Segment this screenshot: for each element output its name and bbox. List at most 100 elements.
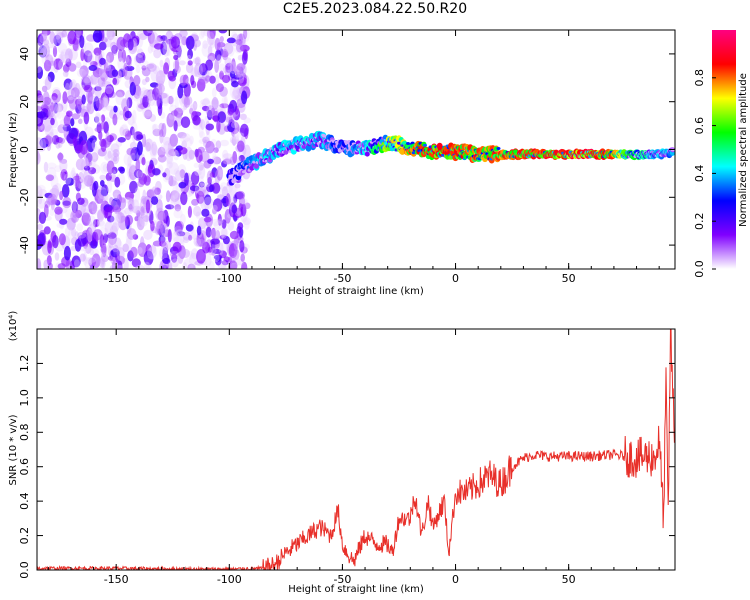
noise-blob (69, 96, 76, 111)
noise-blob (79, 35, 85, 49)
noise-blob (119, 166, 125, 174)
noise-blob (213, 147, 219, 153)
noise-blob (239, 44, 250, 52)
noise-blob (85, 261, 93, 269)
noise-blob (211, 227, 216, 240)
noise-blob (127, 59, 132, 68)
noise-blob (66, 110, 73, 117)
noise-blob (215, 140, 222, 149)
noise-blob (225, 63, 231, 70)
noise-blob (179, 30, 188, 38)
noise-blob (126, 97, 133, 109)
noise-blob (82, 156, 89, 169)
noise-blob (104, 88, 113, 95)
noise-blob (114, 213, 121, 227)
noise-blob (202, 40, 208, 49)
noise-blob (79, 170, 89, 184)
noise-blob (57, 263, 66, 269)
noise-blob (44, 192, 53, 199)
noise-blob (44, 76, 52, 91)
noise-blob (243, 117, 251, 124)
noise-blob (74, 82, 81, 97)
noise-blob (196, 232, 201, 245)
noise-blob (62, 91, 68, 104)
noise-blob (110, 213, 120, 226)
noise-blob (231, 80, 239, 88)
noise-blob (209, 184, 214, 192)
noise-blob (159, 246, 168, 261)
noise-blob (196, 249, 206, 264)
noise-blob (216, 165, 223, 181)
noise-blob (115, 89, 125, 98)
noise-blob (111, 44, 118, 55)
noise-blob (168, 95, 174, 105)
noise-blob (43, 39, 50, 46)
snr-marks (37, 329, 675, 570)
noise-blob (123, 153, 133, 166)
noise-blob (199, 175, 204, 188)
noise-blob (205, 226, 212, 238)
noise-blob (144, 109, 153, 120)
noise-blob (221, 149, 229, 162)
noise-blob (100, 251, 106, 265)
noise-blob (51, 93, 58, 101)
noise-blob (163, 62, 170, 75)
noise-blob (187, 263, 196, 269)
noise-blob (112, 156, 118, 162)
noise-blob (117, 48, 123, 62)
noise-blob (231, 204, 238, 214)
noise-blob (180, 116, 191, 128)
noise-blob (100, 244, 110, 257)
colorbar: 0.0 0.2 0.4 0.6 0.8 Normalized spectral ampl… (693, 30, 749, 278)
noise-blob (205, 140, 215, 154)
noise-blob (123, 197, 133, 204)
noise-blob (222, 158, 232, 165)
noise-blob (124, 110, 132, 119)
x-tick-label: 50 (562, 573, 576, 586)
noise-blob (140, 60, 150, 69)
noise-blob (99, 122, 107, 130)
noise-blob (84, 257, 92, 264)
spectrogram-panel: -150 -100 -50 0 50 -40 -20 0 20 40 Height of stra… (8, 29, 676, 297)
noise-blob (146, 189, 155, 198)
noise-blob (100, 189, 108, 196)
noise-blob (230, 262, 238, 269)
noise-blob (38, 45, 48, 58)
noise-blob (210, 228, 219, 240)
colorbar-gradient (712, 30, 736, 269)
noise-blob (108, 237, 114, 249)
noise-blob (98, 187, 108, 200)
noise-blob (192, 57, 200, 65)
noise-blob (129, 163, 136, 173)
noise-blob (214, 59, 220, 73)
noise-blob (137, 48, 144, 59)
noise-blob (225, 193, 231, 207)
noise-blob (136, 134, 144, 140)
noise-blob (188, 149, 195, 160)
noise-blob (226, 37, 236, 44)
noise-blob (101, 254, 109, 263)
noise-blob (188, 189, 195, 196)
noise-blob (88, 65, 98, 71)
noise-blob (130, 152, 136, 161)
noise-blob (89, 184, 95, 191)
noise-blob (67, 30, 77, 45)
noise-blob (237, 79, 247, 86)
noise-blob (41, 85, 48, 93)
snr-multiplier: (x10⁴) (8, 311, 19, 342)
noise-blob (223, 157, 232, 165)
noise-blob (184, 95, 193, 106)
noise-blob (236, 63, 246, 71)
noise-blob (125, 55, 132, 66)
noise-blob (230, 70, 236, 79)
noise-blob (58, 60, 63, 70)
noise-blob (54, 252, 60, 261)
noise-blob (125, 237, 132, 252)
noise-blob (84, 76, 94, 87)
noise-blob (160, 143, 170, 152)
noise-blob (105, 172, 112, 182)
noise-blob (166, 156, 174, 168)
noise-blob (193, 162, 200, 168)
noise-blob (179, 169, 186, 178)
noise-blob (119, 110, 124, 116)
